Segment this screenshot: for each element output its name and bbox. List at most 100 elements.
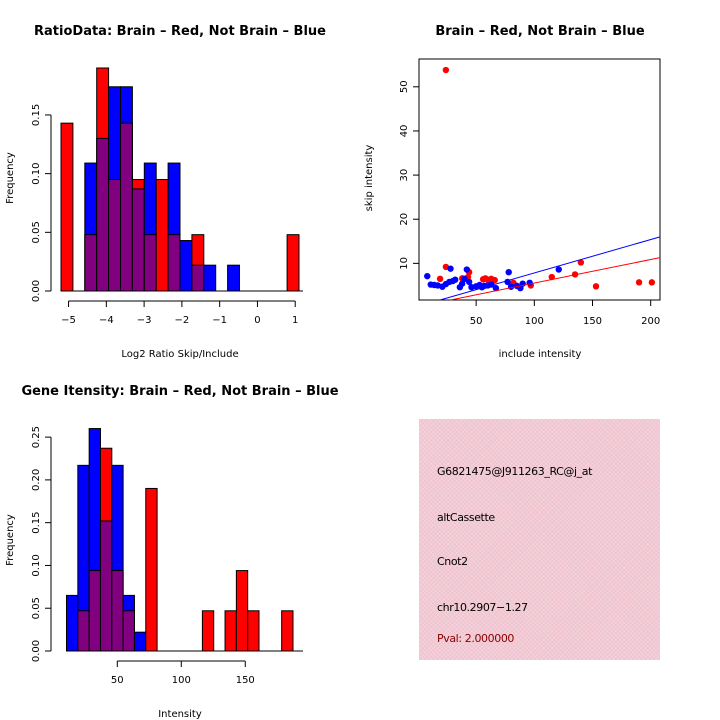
ratio-histogram-axes: −5 −4 −3 −2 −1 0 1 0.00 0.05 0.10 0.15 (31, 104, 303, 326)
scatter-xlabel: include intensity (499, 349, 582, 360)
point-brain (577, 259, 585, 266)
bar-not-brain-12 (203, 264, 217, 292)
x-tick-label: 200 (641, 316, 660, 327)
point-brain (436, 275, 444, 283)
y-tick-label: 0.00 (31, 640, 42, 662)
y-tick-label: 0.00 (31, 280, 42, 302)
bar-overlap-6 (131, 188, 145, 292)
scatter-axes: 50 100 150 200 10 20 30 40 50 (399, 80, 660, 327)
point-brain (635, 279, 643, 286)
y-tick-label: 10 (399, 257, 410, 270)
y-tick-label: 30 (399, 169, 410, 182)
scatter-title: Brain – Red, Not Brain – Blue (435, 24, 644, 39)
y-tick-label: 0.20 (31, 469, 42, 491)
bar-brain-7 (145, 487, 158, 652)
ratio-histogram-panel: RatioData: Brain – Red, Not Brain – Blue… (5, 24, 326, 360)
point-brain (442, 66, 450, 74)
intensity-histogram-ylabel: Frequency (5, 514, 16, 566)
intensity-histogram-title: Gene Itensity: Brain – Red, Not Brain – … (21, 384, 338, 399)
y-tick-label: 0.05 (31, 597, 42, 619)
fit-line-not-brain (439, 236, 661, 301)
point-brain (548, 273, 555, 281)
point-brain (648, 279, 656, 286)
fit-line-brain (450, 257, 661, 301)
scatter-plot-box (418, 58, 661, 301)
intensity-scatter-panel: Brain – Red, Not Brain – Blue 50 100 150 20… (364, 24, 661, 360)
intensity-histogram-xlabel: Intensity (158, 709, 202, 720)
bar-brain-0 (60, 122, 74, 292)
point-not-brain (451, 276, 459, 283)
intensity-histogram-panel: Gene Itensity: Brain – Red, Not Brain – … (5, 384, 339, 720)
bar-overlap-11 (191, 264, 205, 292)
bar-overlap-2 (84, 234, 98, 292)
y-tick-label: 0.10 (31, 554, 42, 576)
bar-overlap-3 (99, 520, 113, 652)
bar-overlap-4 (111, 570, 124, 652)
y-tick-label: 50 (399, 80, 410, 93)
x-tick-label: 100 (525, 316, 544, 327)
bar-brain-8 (155, 179, 169, 292)
point-not-brain (507, 283, 515, 290)
point-brain (592, 283, 600, 290)
point-not-brain (424, 272, 431, 280)
bar-brain-15 (235, 570, 249, 652)
bar-brain-12 (201, 610, 215, 652)
bar-not-brain-14 (227, 264, 241, 292)
event-type-text: altCassette (437, 511, 495, 524)
bar-overlap-7 (143, 234, 157, 292)
ratio-histogram-ylabel: Frequency (5, 152, 16, 204)
bar-not-brain-6 (133, 631, 147, 652)
point-not-brain (492, 284, 500, 292)
bar-overlap-3 (96, 137, 110, 292)
x-tick-label: 100 (172, 675, 191, 686)
intensity-histogram-axes: 50 100 150 0.00 0.05 0.10 0.15 0.20 0.25 (31, 426, 303, 686)
pval-text: Pval: 2.000000 (437, 632, 515, 645)
x-tick-label: −3 (137, 315, 152, 326)
point-not-brain (465, 278, 473, 286)
bar-not-brain-10 (179, 240, 193, 292)
intensity-histogram-bars (66, 428, 294, 652)
bar-overlap-5 (120, 122, 133, 292)
x-tick-label: 50 (111, 675, 124, 686)
point-not-brain (447, 265, 454, 272)
y-tick-label: 40 (399, 125, 410, 138)
point-not-brain (555, 266, 562, 273)
y-tick-label: 20 (399, 213, 410, 226)
y-tick-label: 0.10 (31, 162, 42, 184)
y-tick-label: 0.05 (31, 221, 42, 243)
probe-info-panel: G6821475@J911263_RC@j_at altCassette Cno… (419, 419, 660, 660)
x-tick-label: 150 (583, 316, 602, 327)
bar-brain-16 (247, 610, 260, 652)
bar-overlap-5 (122, 610, 135, 652)
point-not-brain (526, 279, 533, 286)
bar-brain-14 (224, 610, 237, 652)
x-tick-label: 150 (236, 675, 255, 686)
point-not-brain (458, 280, 466, 287)
bar-brain-19 (281, 610, 294, 652)
bar-overlap-9 (167, 234, 181, 292)
bar-overlap-4 (108, 179, 121, 292)
y-tick-label: 0.15 (31, 512, 42, 534)
y-tick-label: 0.25 (31, 426, 42, 448)
x-tick-label: −5 (61, 315, 76, 326)
scatter-marks (424, 66, 661, 301)
bar-overlap-2 (88, 570, 101, 652)
point-brain (491, 276, 498, 284)
bar-brain-19 (286, 234, 300, 292)
x-tick-label: −2 (175, 315, 190, 326)
point-not-brain (505, 268, 512, 276)
point-not-brain (463, 266, 471, 273)
x-tick-label: −4 (99, 315, 114, 326)
x-tick-label: 50 (470, 316, 483, 327)
ratio-histogram-xlabel: Log2 Ratio Skip/Include (121, 349, 238, 360)
x-tick-label: 0 (254, 315, 260, 326)
ratio-histogram-bars (60, 67, 300, 292)
bar-not-brain-0 (66, 594, 79, 652)
x-tick-label: 1 (292, 315, 298, 326)
bar-overlap-1 (77, 610, 90, 652)
probe-id-text: G6821475@J911263_RC@j_at (437, 465, 593, 478)
x-tick-label: −1 (212, 315, 227, 326)
point-not-brain (461, 275, 468, 283)
y-tick-label: 0.15 (31, 104, 42, 126)
